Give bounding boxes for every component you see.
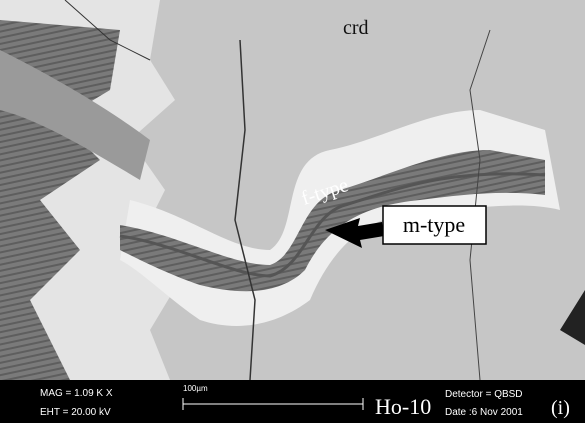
scale-label: 100µm (183, 384, 208, 393)
sample: Ho-10 (375, 394, 431, 419)
label-m-type: m-type (403, 212, 465, 237)
mag: MAG = 1.09 K X (40, 388, 113, 399)
label-crd: crd (343, 17, 369, 39)
detector: Detector = QBSD (445, 389, 523, 400)
micrograph: crd f-type m-type MAG = 1.09 K X EHT = 2… (0, 0, 585, 423)
eht: EHT = 20.00 kV (40, 407, 111, 418)
date: Date :6 Nov 2001 (445, 407, 523, 418)
page: crd f-type m-type MAG = 1.09 K X EHT = 2… (0, 0, 585, 423)
panel-label: (i) (551, 397, 570, 419)
